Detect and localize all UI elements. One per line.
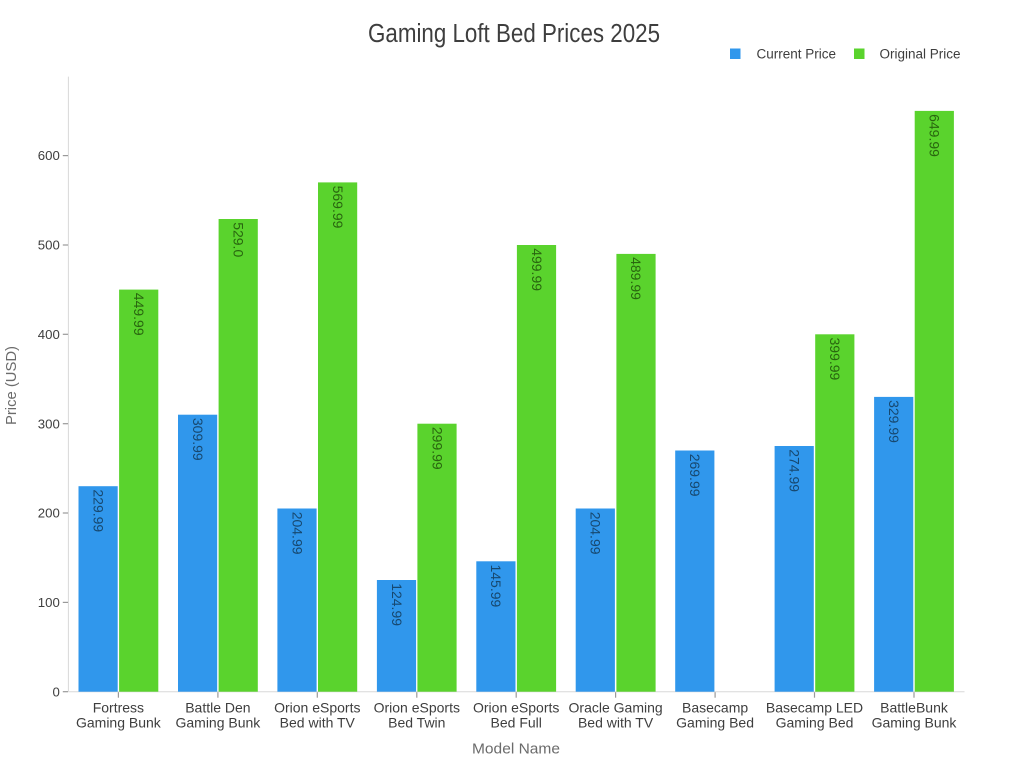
svg-text:269.99: 269.99: [687, 454, 703, 497]
svg-text:489.99: 489.99: [628, 257, 644, 300]
svg-text:100: 100: [38, 595, 60, 610]
svg-text:BattleBunk: BattleBunk: [880, 699, 949, 715]
svg-text:124.99: 124.99: [389, 583, 405, 626]
svg-text:Oracle Gaming: Oracle Gaming: [569, 699, 663, 715]
svg-text:Gaming Bunk: Gaming Bunk: [872, 715, 958, 731]
svg-text:Bed Twin: Bed Twin: [388, 715, 445, 731]
svg-text:Current Price: Current Price: [757, 47, 837, 62]
svg-text:Basecamp: Basecamp: [682, 699, 748, 715]
svg-text:649.99: 649.99: [927, 114, 943, 157]
svg-text:300: 300: [38, 416, 60, 431]
svg-text:Gaming Bunk: Gaming Bunk: [175, 715, 261, 731]
svg-text:399.99: 399.99: [827, 338, 843, 381]
svg-text:600: 600: [38, 148, 60, 163]
svg-text:204.99: 204.99: [588, 512, 604, 555]
svg-text:569.99: 569.99: [330, 186, 346, 229]
svg-text:Orion eSports: Orion eSports: [473, 699, 559, 715]
svg-text:204.99: 204.99: [289, 512, 305, 555]
svg-text:Bed with TV: Bed with TV: [578, 715, 654, 731]
svg-text:Gaming Bunk: Gaming Bunk: [76, 715, 162, 731]
svg-text:0: 0: [52, 684, 59, 699]
svg-text:Gaming Bed: Gaming Bed: [776, 715, 854, 731]
svg-text:449.99: 449.99: [131, 293, 147, 336]
svg-text:309.99: 309.99: [190, 418, 206, 461]
svg-text:Original Price: Original Price: [880, 47, 961, 62]
svg-text:145.99: 145.99: [488, 565, 504, 608]
svg-text:274.99: 274.99: [787, 449, 803, 492]
svg-text:Orion eSports: Orion eSports: [274, 699, 360, 715]
svg-text:Bed with TV: Bed with TV: [280, 715, 356, 731]
svg-text:Gaming Bed: Gaming Bed: [676, 715, 754, 731]
svg-text:499.99: 499.99: [529, 248, 545, 291]
svg-text:Bed Full: Bed Full: [491, 715, 542, 731]
svg-text:299.99: 299.99: [429, 427, 445, 470]
svg-text:Basecamp LED: Basecamp LED: [766, 699, 863, 715]
svg-text:329.99: 329.99: [886, 400, 902, 443]
svg-text:Fortress: Fortress: [93, 699, 144, 715]
svg-text:Orion eSports: Orion eSports: [374, 699, 460, 715]
svg-text:Battle Den: Battle Den: [185, 699, 250, 715]
svg-text:200: 200: [38, 506, 60, 521]
svg-text:400: 400: [38, 327, 60, 342]
svg-text:Gaming Loft Bed Prices 2025: Gaming Loft Bed Prices 2025: [368, 20, 660, 48]
svg-text:Model Name: Model Name: [472, 740, 560, 757]
svg-text:500: 500: [38, 238, 60, 253]
svg-text:Price (USD): Price (USD): [3, 346, 20, 425]
svg-text:529.0: 529.0: [231, 222, 247, 257]
svg-text:229.99: 229.99: [90, 489, 106, 532]
